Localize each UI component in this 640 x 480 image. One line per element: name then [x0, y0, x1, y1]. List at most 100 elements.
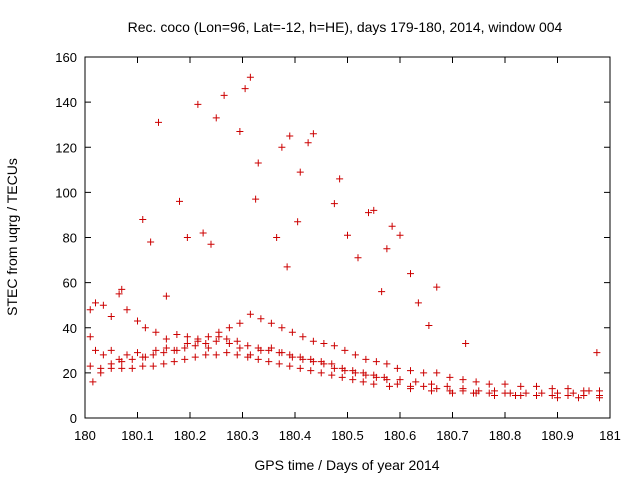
data-point — [296, 168, 304, 176]
data-point — [257, 315, 265, 323]
data-point — [354, 254, 362, 262]
data-point — [554, 394, 561, 402]
x-tick-label: 180.4 — [279, 428, 312, 443]
data-point — [254, 355, 262, 363]
data-point — [449, 389, 456, 397]
y-tick-label: 100 — [55, 185, 77, 200]
x-tick-label: 180.5 — [331, 428, 364, 443]
data-point — [207, 240, 215, 248]
data-point — [575, 394, 582, 402]
x-tick-label: 180.2 — [174, 428, 207, 443]
data-point — [370, 206, 378, 214]
data-point — [585, 387, 593, 395]
data-point — [212, 337, 220, 345]
data-point — [428, 380, 435, 388]
data-point — [533, 382, 540, 390]
data-point — [330, 200, 338, 208]
data-point — [123, 351, 131, 359]
data-point — [433, 385, 441, 393]
data-point — [407, 367, 414, 375]
y-axis-ticks: 0 20 40 60 80 100 120 140 160 — [55, 50, 610, 426]
data-point — [223, 349, 231, 357]
x-axis-label: GPS time / Days of year 2014 — [254, 457, 439, 473]
data-point — [278, 324, 286, 332]
data-point — [246, 310, 254, 318]
data-point — [241, 85, 249, 93]
data-point — [267, 319, 275, 327]
data-point — [349, 367, 357, 375]
data-point — [86, 333, 94, 341]
data-point — [170, 346, 178, 354]
data-point — [254, 344, 262, 352]
data-point — [317, 369, 325, 377]
data-point — [152, 328, 160, 336]
data-point — [275, 360, 283, 368]
data-point — [443, 382, 451, 390]
data-point — [254, 159, 262, 167]
data-point — [396, 231, 404, 239]
data-point — [380, 373, 388, 381]
data-point — [246, 73, 254, 81]
data-point — [420, 382, 428, 390]
data-point — [564, 385, 572, 393]
x-tick-label: 180 — [74, 428, 96, 443]
data-point — [485, 380, 493, 388]
data-point — [407, 385, 414, 393]
data-point — [183, 333, 191, 341]
data-point — [212, 114, 220, 122]
data-point — [309, 130, 317, 138]
data-point — [212, 351, 220, 359]
data-point — [414, 299, 422, 307]
data-point — [236, 344, 244, 352]
data-point — [162, 335, 170, 343]
data-point — [162, 344, 170, 352]
data-point — [472, 378, 480, 386]
data-point — [204, 344, 212, 352]
data-point — [199, 229, 207, 237]
x-tick-label: 180.7 — [436, 428, 469, 443]
data-point — [173, 331, 181, 339]
data-point — [181, 344, 189, 352]
data-point — [220, 91, 228, 99]
data-point — [176, 197, 183, 205]
data-point — [118, 364, 126, 372]
data-point — [183, 340, 191, 348]
data-point — [320, 340, 328, 348]
x-tick-label: 180.3 — [226, 428, 259, 443]
data-point — [149, 351, 157, 359]
data-point — [533, 391, 540, 399]
data-point — [378, 288, 386, 296]
data-point — [252, 195, 260, 203]
data-point — [564, 391, 572, 399]
data-point — [134, 349, 141, 357]
data-point — [393, 380, 401, 388]
y-tick-label: 80 — [63, 231, 77, 246]
data-point — [265, 358, 273, 366]
data-point — [191, 342, 199, 350]
data-point — [359, 378, 367, 386]
data-point — [317, 358, 325, 366]
data-point — [286, 362, 294, 370]
data-point — [294, 218, 302, 226]
data-point — [459, 385, 467, 393]
data-point — [236, 319, 244, 327]
data-point — [428, 387, 435, 395]
data-point — [244, 342, 252, 350]
data-point — [99, 351, 107, 359]
data-point — [475, 387, 483, 395]
data-point — [115, 290, 123, 298]
data-point — [118, 285, 126, 293]
data-point — [396, 376, 404, 384]
data-point — [470, 389, 477, 397]
data-point — [596, 394, 603, 402]
data-point — [283, 263, 291, 271]
data-point — [225, 340, 233, 348]
data-point — [548, 391, 556, 399]
data-point — [538, 389, 546, 397]
data-point — [351, 351, 359, 359]
data-point — [86, 362, 94, 370]
data-point — [89, 378, 97, 386]
data-point — [383, 245, 391, 253]
x-tick-label: 180.8 — [489, 428, 522, 443]
